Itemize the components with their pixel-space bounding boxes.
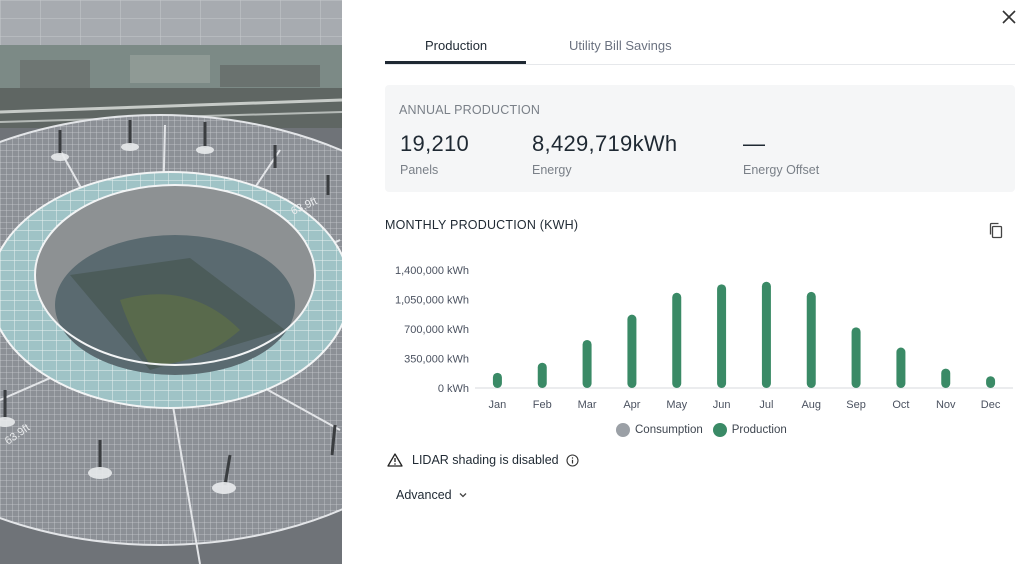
production-bar[interactable] <box>537 362 547 388</box>
x-tick-label: Apr <box>623 399 640 411</box>
monthly-production-chart: 1,400,000 kWh 1,050,000 kWh 700,000 kWh 350… <box>395 265 1013 411</box>
x-tick-label: May <box>666 399 687 411</box>
stat-panels: 19,210 Panels <box>400 131 469 177</box>
stat-label: Energy <box>532 163 572 177</box>
advanced-toggle[interactable]: Advanced <box>396 488 468 502</box>
warning-icon <box>387 453 403 467</box>
production-bar[interactable] <box>582 339 592 388</box>
production-bar[interactable] <box>986 376 996 388</box>
legend-label: Consumption <box>635 424 703 436</box>
production-bar[interactable] <box>851 327 861 388</box>
x-tick-label: Aug <box>801 399 821 411</box>
legend-item-production[interactable]: Production <box>712 423 787 437</box>
advanced-label: Advanced <box>396 488 452 502</box>
stat-label: Panels <box>400 163 439 177</box>
x-tick-label: Mar <box>578 399 597 411</box>
tab-utility-bill-savings[interactable]: Utility Bill Savings <box>569 38 672 53</box>
production-bar[interactable] <box>717 284 727 388</box>
legend-label: Production <box>731 424 787 436</box>
production-bar[interactable] <box>627 314 637 388</box>
y-tick-label: 700,000 kWh <box>404 324 469 336</box>
y-tick-label: 1,400,000 kWh <box>395 265 469 277</box>
x-tick-label: Jan <box>489 399 507 411</box>
production-bar[interactable] <box>941 368 951 388</box>
stat-value: 19,210 <box>400 131 470 156</box>
close-icon <box>1002 10 1016 24</box>
x-tick-label: Sep <box>846 399 866 411</box>
consumption-legend-dot <box>616 423 630 437</box>
x-tick-label: Jul <box>759 399 773 411</box>
annual-production-title: ANNUAL PRODUCTION <box>399 103 541 117</box>
lidar-warning: LIDAR shading is disabled <box>387 453 579 467</box>
map-view[interactable]: 63.9ft 63.9ft <box>0 0 342 564</box>
lidar-warning-text: LIDAR shading is disabled <box>412 453 559 467</box>
production-bar[interactable] <box>761 281 771 388</box>
x-tick-label: Dec <box>981 399 1001 411</box>
production-bar[interactable] <box>672 292 682 388</box>
tab-production[interactable]: Production <box>425 38 488 53</box>
y-tick-label: 0 kWh <box>438 383 469 395</box>
y-tick-label: 350,000 kWh <box>404 354 469 366</box>
active-tab-indicator <box>385 61 526 64</box>
stat-value: — <box>743 131 766 156</box>
stat-energy-offset: — Energy Offset <box>743 131 819 177</box>
copy-button[interactable] <box>988 222 1006 242</box>
info-icon[interactable] <box>566 453 579 467</box>
stat-value: 8,429,719kWh <box>532 131 678 156</box>
x-tick-label: Nov <box>936 399 956 411</box>
copy-icon <box>989 222 1003 239</box>
stat-label: Energy Offset <box>743 163 820 177</box>
legend-item-consumption[interactable]: Consumption <box>616 423 703 437</box>
annual-production-card: ANNUAL PRODUCTION 19,210 Panels 8,429,71… <box>385 85 1015 192</box>
stat-energy: 8,429,719kWh Energy <box>532 131 677 177</box>
stadium-3d-render: 63.9ft 63.9ft <box>0 0 342 564</box>
production-bar[interactable] <box>806 291 816 388</box>
production-legend-dot <box>712 423 727 437</box>
production-panel: Production Utility Bill Savings ANNUAL P… <box>342 0 1024 564</box>
x-tick-label: Feb <box>533 399 552 411</box>
chevron-down-icon <box>459 493 467 498</box>
production-bar[interactable] <box>896 347 906 388</box>
production-bar[interactable] <box>492 372 502 388</box>
tab-bar: Production Utility Bill Savings <box>385 30 1015 65</box>
close-button[interactable] <box>996 6 1022 28</box>
x-tick-label: Oct <box>892 399 909 411</box>
monthly-production-title: MONTHLY PRODUCTION (KWH) <box>385 218 579 232</box>
x-tick-label: Jun <box>713 399 731 411</box>
chart-legend: Consumption Production <box>616 423 797 437</box>
y-tick-label: 1,050,000 kWh <box>395 295 469 307</box>
